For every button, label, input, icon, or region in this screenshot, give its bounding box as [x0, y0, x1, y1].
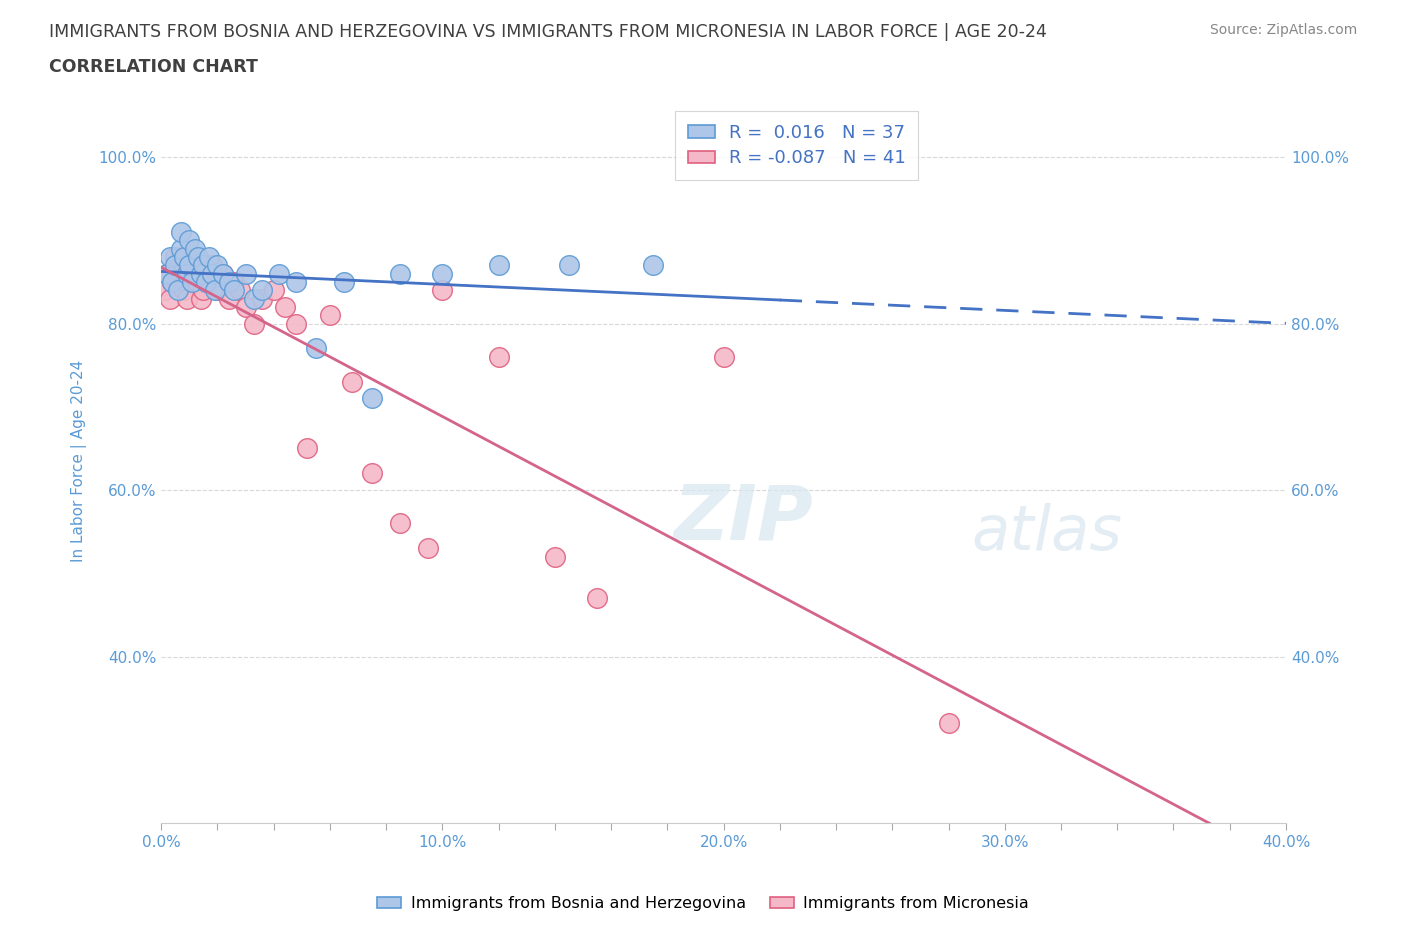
- Point: [193, 258, 215, 272]
- Legend: Immigrants from Bosnia and Herzegovina, Immigrants from Micronesia: Immigrants from Bosnia and Herzegovina, …: [371, 890, 1035, 917]
- Point: [162, 274, 184, 289]
- Point: [187, 274, 209, 289]
- Point: [170, 266, 193, 281]
- Point: [432, 283, 454, 298]
- Point: [218, 274, 240, 289]
- Point: [229, 283, 252, 298]
- Point: [586, 591, 609, 605]
- Point: [165, 249, 187, 264]
- Point: [389, 516, 412, 531]
- Legend: R =  0.016   N = 37, R = -0.087   N = 41: R = 0.016 N = 37, R = -0.087 N = 41: [675, 112, 918, 179]
- Point: [235, 299, 257, 314]
- Point: [297, 441, 319, 456]
- Point: [167, 283, 190, 298]
- Text: ZIP: ZIP: [673, 482, 814, 556]
- Point: [190, 291, 212, 306]
- Point: [162, 274, 184, 289]
- Point: [224, 283, 246, 298]
- Point: [243, 316, 266, 331]
- Point: [170, 224, 193, 239]
- Point: [167, 258, 190, 272]
- Point: [361, 466, 384, 481]
- Point: [193, 283, 215, 298]
- Point: [643, 258, 665, 272]
- Point: [389, 266, 412, 281]
- Point: [333, 274, 356, 289]
- Point: [170, 241, 193, 256]
- Point: [173, 283, 195, 298]
- Point: [190, 266, 212, 281]
- Point: [173, 249, 195, 264]
- Point: [558, 258, 581, 272]
- Point: [184, 258, 207, 272]
- Point: [187, 249, 209, 264]
- Point: [212, 266, 235, 281]
- Point: [252, 291, 274, 306]
- Point: [181, 274, 204, 289]
- Point: [218, 291, 240, 306]
- Point: [165, 258, 187, 272]
- Point: [176, 266, 198, 281]
- Point: [319, 308, 342, 323]
- Point: [269, 266, 291, 281]
- Point: [713, 350, 735, 365]
- Point: [342, 375, 364, 390]
- Point: [432, 266, 454, 281]
- Text: CORRELATION CHART: CORRELATION CHART: [49, 58, 259, 75]
- Text: atlas: atlas: [972, 503, 1122, 564]
- Point: [224, 274, 246, 289]
- Point: [285, 274, 308, 289]
- Point: [159, 249, 181, 264]
- Point: [252, 283, 274, 298]
- Point: [938, 716, 960, 731]
- Point: [207, 283, 229, 298]
- Point: [181, 266, 204, 281]
- Point: [263, 283, 285, 298]
- Point: [156, 266, 179, 281]
- Point: [184, 241, 207, 256]
- Point: [207, 258, 229, 272]
- Point: [204, 283, 226, 298]
- Point: [198, 249, 221, 264]
- Point: [201, 266, 224, 281]
- Point: [544, 550, 567, 565]
- Point: [176, 291, 198, 306]
- Point: [235, 266, 257, 281]
- Point: [179, 232, 201, 247]
- Point: [305, 341, 328, 356]
- Point: [488, 258, 510, 272]
- Y-axis label: In Labor Force | Age 20-24: In Labor Force | Age 20-24: [72, 360, 87, 562]
- Point: [418, 541, 440, 556]
- Point: [201, 258, 224, 272]
- Point: [274, 299, 297, 314]
- Text: Source: ZipAtlas.com: Source: ZipAtlas.com: [1209, 23, 1357, 37]
- Text: IMMIGRANTS FROM BOSNIA AND HERZEGOVINA VS IMMIGRANTS FROM MICRONESIA IN LABOR FO: IMMIGRANTS FROM BOSNIA AND HERZEGOVINA V…: [49, 23, 1047, 41]
- Point: [195, 274, 218, 289]
- Point: [179, 249, 201, 264]
- Point: [156, 266, 179, 281]
- Point: [212, 266, 235, 281]
- Point: [361, 391, 384, 405]
- Point: [243, 291, 266, 306]
- Point: [159, 291, 181, 306]
- Point: [179, 258, 201, 272]
- Point: [488, 350, 510, 365]
- Point: [153, 283, 176, 298]
- Point: [195, 266, 218, 281]
- Point: [285, 316, 308, 331]
- Point: [198, 274, 221, 289]
